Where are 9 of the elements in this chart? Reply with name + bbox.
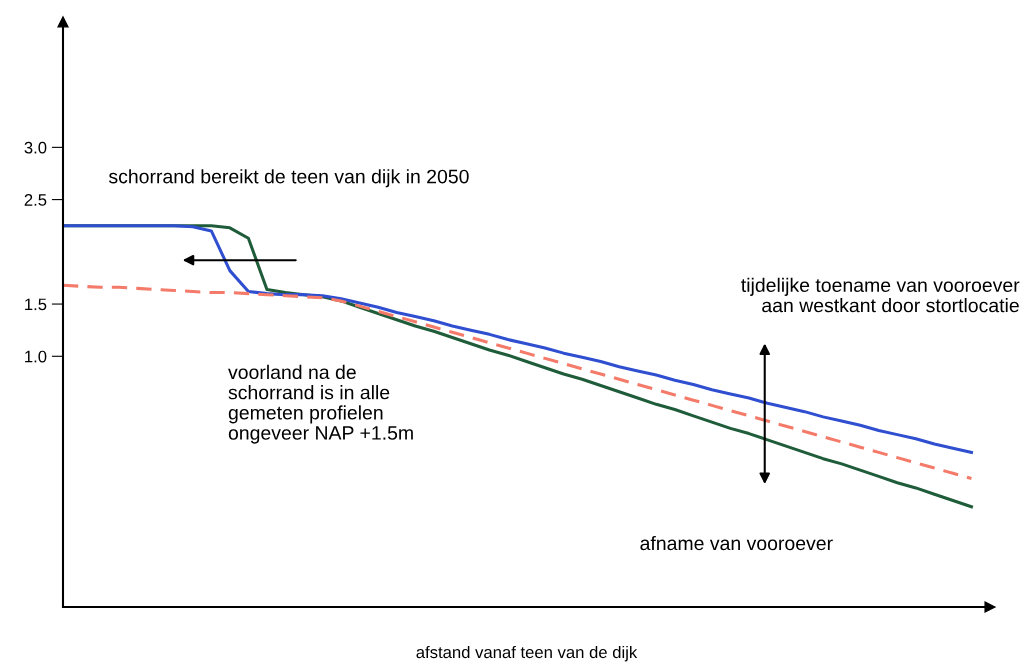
annotation: tijdelijke toename van vooroever aan westkant door stortlocatie <box>741 277 1020 313</box>
y-tick-label: 1.0 <box>25 350 47 363</box>
y-tick-label: 3.0 <box>24 141 47 154</box>
y-tick-label: 1.5 <box>25 298 47 311</box>
annotation: schorrand bereikt de teen van dijk in 2050 <box>108 169 469 188</box>
annotation: afname van vooroever <box>640 535 833 551</box>
annotation: voorland na de schorrand is in alle gemeten profielen ongeveer NAP +1.5m <box>228 364 413 444</box>
x-axis-title: afstand vanaf teen van de dijk <box>416 645 638 662</box>
y-tick-label: 2.5 <box>24 193 47 206</box>
